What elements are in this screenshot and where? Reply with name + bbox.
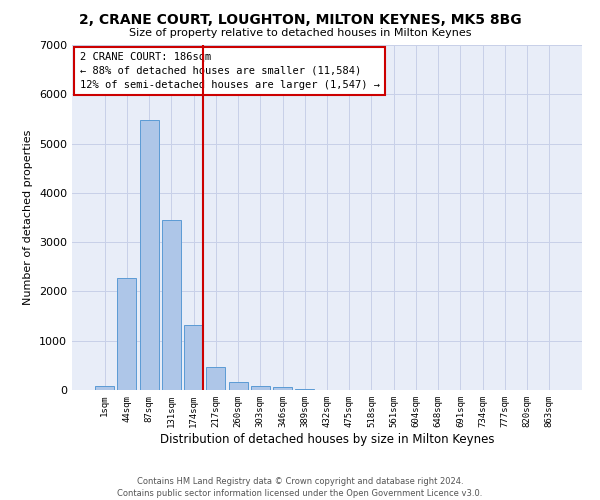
- Bar: [251, 386, 270, 390]
- Bar: [95, 386, 114, 390]
- Text: 2, CRANE COURT, LOUGHTON, MILTON KEYNES, MK5 8BG: 2, CRANE COURT, LOUGHTON, MILTON KEYNES,…: [79, 12, 521, 26]
- X-axis label: Distribution of detached houses by size in Milton Keynes: Distribution of detached houses by size …: [160, 432, 494, 446]
- Text: 2 CRANE COURT: 186sqm
← 88% of detached houses are smaller (11,584)
12% of semi-: 2 CRANE COURT: 186sqm ← 88% of detached …: [80, 52, 380, 90]
- Bar: [140, 120, 158, 390]
- Bar: [206, 367, 225, 390]
- Bar: [229, 382, 248, 390]
- Text: Size of property relative to detached houses in Milton Keynes: Size of property relative to detached ho…: [129, 28, 471, 38]
- Bar: [295, 389, 314, 390]
- Bar: [273, 388, 292, 390]
- Bar: [118, 278, 136, 390]
- Y-axis label: Number of detached properties: Number of detached properties: [23, 130, 34, 305]
- Bar: [162, 220, 181, 390]
- Text: Contains HM Land Registry data © Crown copyright and database right 2024.
Contai: Contains HM Land Registry data © Crown c…: [118, 476, 482, 498]
- Bar: [184, 325, 203, 390]
